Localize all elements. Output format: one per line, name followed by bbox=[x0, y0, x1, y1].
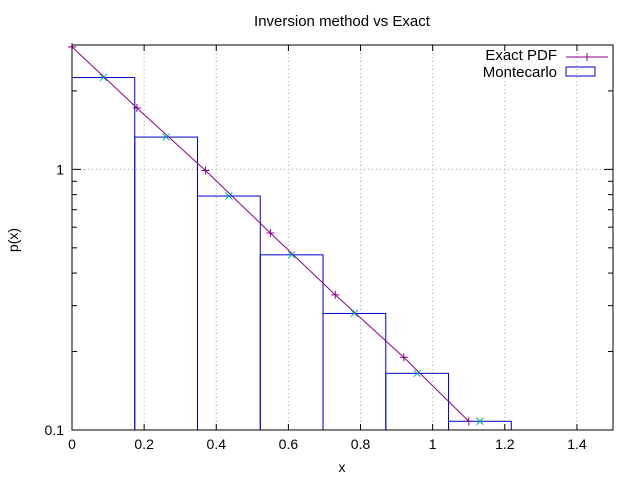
plot-frame bbox=[71, 44, 614, 431]
exact-pdf-point bbox=[331, 290, 340, 299]
chart-title: Inversion method vs Exact bbox=[254, 13, 431, 30]
exact-pdf-point bbox=[201, 166, 210, 175]
x-tick-label: 1 bbox=[429, 436, 437, 452]
legend-swatch-montecarlo bbox=[565, 66, 596, 77]
montecarlo-point bbox=[287, 250, 296, 259]
montecarlo-point bbox=[225, 192, 233, 200]
montecarlo-point-b bbox=[476, 417, 484, 426]
x-tick-label: 0.2 bbox=[134, 436, 154, 452]
legend-marker-exact-pdf bbox=[583, 53, 591, 61]
montecarlo-point-b bbox=[162, 133, 170, 141]
montecarlo-bar bbox=[385, 372, 450, 431]
montecarlo-point bbox=[413, 369, 422, 378]
y-axis-label: p(x) bbox=[5, 228, 21, 252]
montecarlo-point-b bbox=[99, 73, 108, 82]
exact-pdf-point bbox=[266, 228, 275, 237]
montecarlo-point-b bbox=[413, 369, 422, 378]
montecarlo-bar bbox=[71, 77, 136, 431]
montecarlo-bar bbox=[197, 195, 261, 431]
montecarlo-bar bbox=[259, 254, 324, 431]
exact-pdf-point bbox=[464, 417, 473, 426]
montecarlo-point-b bbox=[350, 309, 359, 318]
markers bbox=[68, 42, 484, 426]
y-tick-label: 1 bbox=[56, 161, 64, 177]
montecarlo-bar bbox=[448, 420, 512, 431]
exact-pdf-point bbox=[132, 103, 141, 112]
montecarlo-bar bbox=[322, 312, 387, 431]
x-axis-label: x bbox=[339, 459, 346, 475]
x-tick-label: 0 bbox=[68, 436, 76, 452]
montecarlo-point bbox=[162, 133, 170, 141]
x-tick-label: 1.2 bbox=[495, 436, 515, 452]
legend: Exact PDF Montecarlo bbox=[483, 47, 608, 81]
exact-pdf-point bbox=[399, 353, 408, 362]
y-axis-ticks: 0.11 bbox=[45, 44, 613, 438]
montecarlo-point bbox=[350, 309, 359, 318]
x-tick-label: 1.4 bbox=[567, 436, 587, 452]
montecarlo-point bbox=[99, 73, 108, 82]
grid-lines bbox=[72, 45, 613, 430]
montecarlo-point-b bbox=[225, 192, 233, 200]
x-tick-label: 0.6 bbox=[279, 436, 299, 452]
legend-label-exact-pdf: Exact PDF bbox=[485, 47, 557, 64]
x-tick-label: 0.8 bbox=[351, 436, 371, 452]
x-axis-ticks: 0 0.2 0.4 0.6 0.8 1 1.2 1.4 bbox=[68, 45, 587, 452]
legend-label-montecarlo: Montecarlo bbox=[483, 64, 557, 81]
y-tick-label: 0.1 bbox=[45, 422, 65, 438]
x-tick-label: 0.4 bbox=[207, 436, 227, 452]
montecarlo-point bbox=[476, 417, 484, 426]
montecarlo-point-b bbox=[287, 250, 296, 259]
